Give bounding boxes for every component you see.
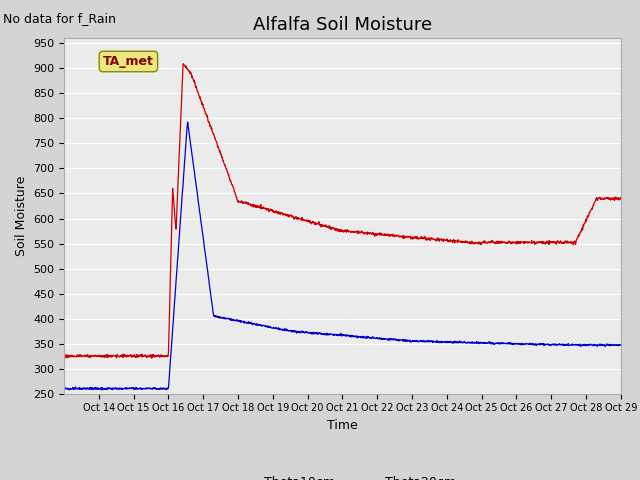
X-axis label: Time: Time (327, 419, 358, 432)
Y-axis label: Soil Moisture: Soil Moisture (15, 176, 28, 256)
Text: No data for f_Rain: No data for f_Rain (3, 12, 116, 25)
Legend: Theta10cm, Theta20cm: Theta10cm, Theta20cm (224, 471, 461, 480)
Text: TA_met: TA_met (103, 55, 154, 68)
Title: Alfalfa Soil Moisture: Alfalfa Soil Moisture (253, 16, 432, 34)
